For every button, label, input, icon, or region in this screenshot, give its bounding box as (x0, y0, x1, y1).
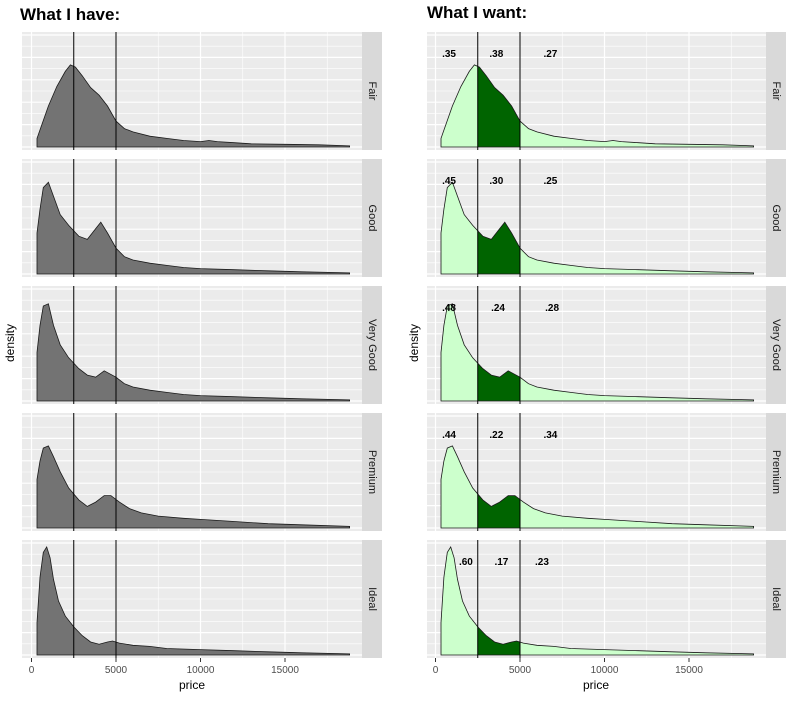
facet-panel-premium: Premium (22, 413, 382, 531)
y-axis-title: density (3, 324, 17, 362)
density-area-high (520, 377, 754, 401)
proportion-label: .48 (442, 303, 456, 314)
facet-strip (362, 540, 382, 658)
x-tick-label: 10000 (187, 665, 215, 676)
proportion-label: .60 (459, 557, 473, 568)
facet-strip-label: Premium (366, 450, 378, 494)
proportion-label: .35 (442, 49, 456, 60)
density-area-middle (477, 222, 520, 274)
density-area-middle (477, 363, 520, 401)
density-area-low (441, 303, 478, 401)
proportion-label: .23 (535, 557, 549, 568)
density-area-high (520, 121, 754, 147)
facet-strip-label: Good (366, 205, 378, 232)
proportion-label: .38 (489, 49, 503, 60)
x-axis-title: price (179, 678, 205, 692)
facet-panel-ideal: Ideal (22, 540, 382, 658)
facet-strip (766, 540, 786, 658)
density-outline (440, 64, 754, 148)
density-area-high (520, 248, 754, 274)
density-area-low (441, 445, 478, 528)
density-area-low (441, 64, 478, 147)
density-area (36, 445, 350, 529)
proportion-label: .24 (491, 303, 505, 314)
left-chart-title: What I have: (20, 5, 120, 24)
facet-panel-good: .45 .30 .25 Good (427, 159, 786, 277)
proportion-label: .27 (543, 49, 557, 60)
facet-strip (362, 32, 382, 150)
facet-strip-label: Very Good (770, 319, 782, 371)
x-tick-label: 5000 (105, 665, 128, 676)
facet-strip-label: Good (770, 205, 782, 232)
y-axis-title: density (407, 324, 421, 362)
x-tick-label: 10000 (591, 665, 619, 676)
proportion-label: .17 (494, 557, 508, 568)
x-tick-label: 15000 (271, 665, 299, 676)
proportion-label: .30 (489, 176, 503, 187)
facet-strip (766, 159, 786, 277)
density-area (36, 181, 350, 275)
proportion-label: .44 (442, 430, 456, 441)
facet-strip (362, 413, 382, 531)
x-axis-title: price (583, 678, 609, 692)
proportion-label: .34 (543, 430, 557, 441)
x-tick-label: 0 (433, 665, 439, 676)
proportion-label: .28 (545, 303, 559, 314)
facet-strip-label: Ideal (366, 587, 378, 611)
facet-strip-label: Premium (770, 450, 782, 494)
x-tick-label: 15000 (675, 665, 703, 676)
facet-panel-fair: .35 .38 .27 Fair (427, 32, 786, 150)
facet-strip (362, 159, 382, 277)
density-area-middle (477, 626, 520, 655)
facet-panel-very-good: Very Good (22, 286, 382, 404)
facet-panel-premium: .44 .22 .34 Premium (427, 413, 786, 531)
facet-strip (362, 286, 382, 404)
facet-strip (766, 413, 786, 531)
proportion-label: .25 (543, 176, 557, 187)
density-area (36, 546, 350, 656)
density-area-low (441, 182, 478, 274)
proportion-label: .45 (442, 176, 456, 187)
density-area (36, 64, 350, 148)
facet-panel-ideal: .60 .17 .23 Ideal (427, 540, 786, 658)
density-area-high (520, 642, 754, 655)
density-area-high (520, 499, 754, 528)
density-outline (440, 546, 754, 656)
proportion-label: .22 (489, 430, 503, 441)
density-area-low (441, 547, 478, 655)
facet-strip-label: Fair (366, 82, 378, 101)
facet-panel-very-good: .48 .24 .28 Very Good (427, 286, 786, 404)
density-outline (440, 181, 754, 275)
x-tick-label: 5000 (509, 665, 532, 676)
density-outline (440, 445, 754, 529)
x-tick-label: 0 (29, 665, 35, 676)
right-chart: .35 .38 .27 Fair .45 .30 .25 Good .48 .24 .28 Very … (407, 32, 786, 692)
facet-strip (766, 286, 786, 404)
density-area-middle (477, 66, 520, 147)
density-area-middle (477, 494, 520, 528)
facet-strip (766, 32, 786, 150)
facet-strip-label: Ideal (770, 587, 782, 611)
facet-strip-label: Very Good (366, 319, 378, 371)
facet-panel-good: Good (22, 159, 382, 277)
facet-panel-fair: Fair (22, 32, 382, 150)
left-chart: Fair Good Very Good Premium Ideal 0 5000 10000 1… (3, 32, 382, 692)
facet-strip-label: Fair (770, 82, 782, 101)
right-chart-title: What I want: (427, 3, 527, 22)
